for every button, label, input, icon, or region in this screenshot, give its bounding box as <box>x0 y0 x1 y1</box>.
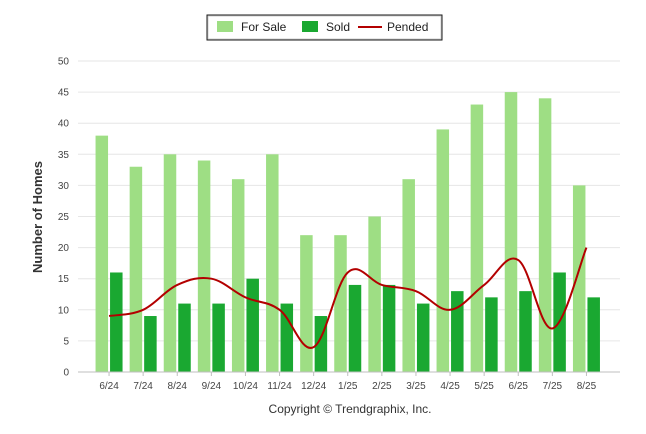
for-sale-bar[interactable] <box>470 104 484 372</box>
x-tick-label: 1/25 <box>338 381 358 392</box>
y-tick-label: 20 <box>58 243 70 254</box>
sold-bar[interactable] <box>110 272 123 372</box>
sold-bar[interactable] <box>212 303 225 372</box>
legend-box <box>206 14 443 41</box>
sold-bar[interactable] <box>348 284 362 372</box>
x-tick-label: 7/25 <box>543 381 563 392</box>
x-tick-label: 5/25 <box>474 381 494 392</box>
copyright-text: Copyright © Trendgraphix, Inc. <box>269 402 432 416</box>
legend-item-pended[interactable]: Pended <box>358 20 428 34</box>
y-tick-label: 35 <box>58 150 70 161</box>
x-tick-label: 8/24 <box>168 381 188 392</box>
sold-bar[interactable] <box>246 278 259 372</box>
y-tick-label: 25 <box>58 212 70 223</box>
x-tick-label: 9/24 <box>202 381 222 392</box>
x-tick-label: 10/24 <box>233 381 258 392</box>
y-axis-label: Number of Homes <box>30 161 45 273</box>
x-tick-label: 11/24 <box>267 381 292 392</box>
sold-bar[interactable] <box>280 303 294 372</box>
y-tick-label: 5 <box>63 336 69 347</box>
legend-swatch <box>302 21 318 32</box>
sold-bar[interactable] <box>519 291 532 372</box>
sold-bar[interactable] <box>178 303 191 372</box>
for-sale-bar[interactable] <box>163 154 177 372</box>
for-sale-bar[interactable] <box>538 98 552 372</box>
legend-label: For Sale <box>241 20 287 34</box>
legend-item-sold[interactable]: Sold <box>302 20 350 34</box>
x-tick-label: 3/25 <box>406 381 426 392</box>
for-sale-bar[interactable] <box>572 185 586 372</box>
x-tick-label: 6/24 <box>99 381 119 392</box>
pended-line-layer <box>108 247 588 349</box>
sold-bar[interactable] <box>144 316 157 372</box>
for-sale-bar[interactable] <box>231 179 245 372</box>
for-sale-bar[interactable] <box>436 129 450 372</box>
y-tick-label: 40 <box>58 119 70 130</box>
for-sale-bar[interactable] <box>95 135 109 372</box>
x-tick-label: 7/24 <box>133 381 153 392</box>
x-tick-label: 8/25 <box>577 381 597 392</box>
y-tick-label: 30 <box>58 181 70 192</box>
for-sale-bar[interactable] <box>402 179 415 372</box>
y-tick-label: 0 <box>63 368 69 379</box>
sold-bar[interactable] <box>587 297 600 372</box>
axes: 0 5 10 15 20 25 30 35 40 45 50 6/24 7/24 8/24 9/24 10/2… <box>58 57 620 392</box>
x-tick-label: 2/25 <box>372 381 392 392</box>
for-sale-bar[interactable] <box>504 92 518 372</box>
legend[interactable]: For Sale Sold Pended <box>206 14 443 41</box>
for-sale-bar[interactable] <box>266 154 279 372</box>
y-tick-label: 45 <box>58 88 70 99</box>
legend-inner-border <box>207 15 442 40</box>
legend-label: Pended <box>387 20 428 34</box>
x-tick-label: 12/24 <box>301 381 326 392</box>
y-tick-label: 50 <box>58 57 70 68</box>
for-sale-bar[interactable] <box>368 216 381 373</box>
legend-item-for-sale[interactable]: For Sale <box>217 20 287 34</box>
sold-bar[interactable] <box>485 297 498 372</box>
x-tick-label: 4/25 <box>440 381 460 392</box>
bars <box>95 92 600 373</box>
x-tick-label: 6/25 <box>509 381 529 392</box>
sold-bar[interactable] <box>451 291 464 372</box>
for-sale-bar[interactable] <box>197 160 211 372</box>
sold-bar[interactable] <box>382 284 396 372</box>
pended-line[interactable] <box>108 247 588 349</box>
for-sale-bar[interactable] <box>129 166 143 372</box>
y-tick-label: 15 <box>58 274 70 285</box>
for-sale-bar[interactable] <box>334 235 347 372</box>
y-tick-label: 10 <box>58 305 70 316</box>
for-sale-bar[interactable] <box>300 235 313 372</box>
legend-label: Sold <box>326 20 350 34</box>
legend-swatch <box>217 21 233 32</box>
sold-bar[interactable] <box>416 303 430 372</box>
